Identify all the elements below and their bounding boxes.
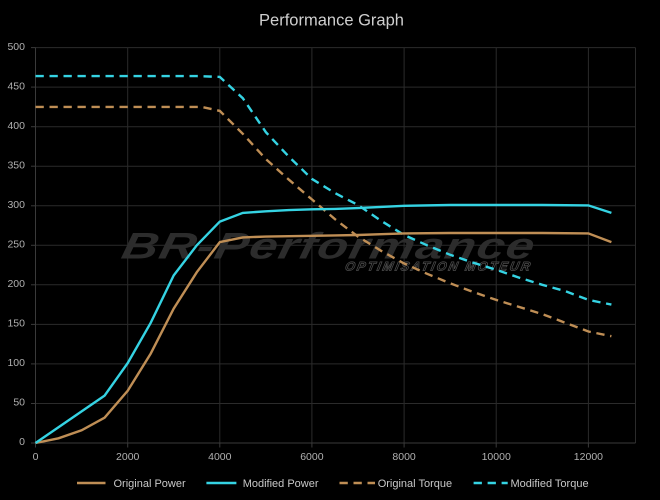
svg-text:8000: 8000	[392, 451, 416, 463]
svg-text:250: 250	[7, 239, 25, 251]
svg-text:Performance Graph: Performance Graph	[259, 12, 404, 30]
svg-text:Modified Torque: Modified Torque	[511, 478, 589, 490]
svg-text:300: 300	[7, 199, 25, 211]
svg-text:450: 450	[7, 80, 25, 92]
svg-text:Original Power: Original Power	[114, 478, 186, 490]
svg-text:0: 0	[19, 436, 25, 448]
svg-text:400: 400	[7, 120, 25, 132]
svg-text:0: 0	[33, 451, 39, 463]
svg-text:Modified Power: Modified Power	[243, 478, 319, 490]
svg-text:6000: 6000	[300, 451, 324, 463]
svg-text:10000: 10000	[482, 451, 511, 463]
svg-text:150: 150	[7, 318, 25, 330]
svg-text:50: 50	[13, 397, 25, 409]
svg-text:200: 200	[7, 278, 25, 290]
svg-text:12000: 12000	[574, 451, 603, 463]
svg-text:OPTIMISATION MOTEUR: OPTIMISATION MOTEUR	[344, 260, 534, 274]
svg-text:4000: 4000	[208, 451, 232, 463]
svg-text:100: 100	[7, 357, 25, 369]
svg-text:2000: 2000	[116, 451, 140, 463]
svg-text:Original Torque: Original Torque	[378, 478, 452, 490]
svg-text:350: 350	[7, 159, 25, 171]
svg-text:500: 500	[7, 41, 25, 53]
